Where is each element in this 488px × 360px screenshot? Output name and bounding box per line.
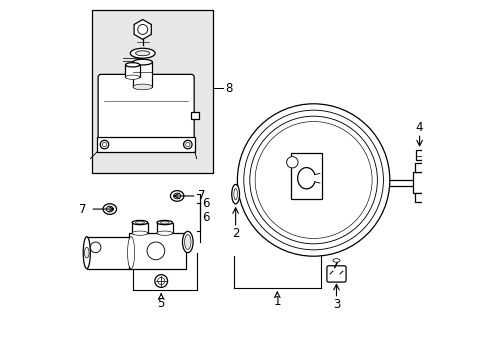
Bar	[412, 172, 428, 193]
Bar	[133, 62, 152, 87]
FancyBboxPatch shape	[326, 266, 346, 282]
Text: 7: 7	[198, 189, 205, 202]
Circle shape	[155, 275, 167, 287]
Bar	[125, 65, 140, 77]
Bar	[415, 150, 423, 160]
Ellipse shape	[332, 259, 339, 262]
Ellipse shape	[135, 51, 149, 56]
Circle shape	[237, 104, 389, 256]
Bar	[414, 193, 423, 202]
Circle shape	[183, 140, 192, 149]
Bar	[191, 112, 199, 120]
Ellipse shape	[103, 204, 116, 215]
Ellipse shape	[135, 221, 144, 224]
Ellipse shape	[182, 231, 193, 253]
Ellipse shape	[173, 193, 181, 199]
Text: 8: 8	[224, 82, 232, 95]
Text: 7: 7	[79, 203, 86, 216]
Ellipse shape	[231, 184, 239, 204]
Text: 1: 1	[273, 295, 281, 308]
Ellipse shape	[130, 48, 155, 58]
Bar	[86, 237, 131, 269]
Circle shape	[138, 24, 147, 35]
Circle shape	[90, 242, 101, 253]
Bar	[414, 163, 423, 172]
Ellipse shape	[132, 220, 147, 225]
Circle shape	[255, 122, 371, 238]
Ellipse shape	[160, 221, 169, 224]
Ellipse shape	[106, 206, 113, 212]
Polygon shape	[134, 19, 151, 39]
Ellipse shape	[157, 220, 172, 225]
Ellipse shape	[170, 191, 183, 201]
Ellipse shape	[125, 75, 140, 79]
Ellipse shape	[127, 237, 134, 269]
Text: 5: 5	[157, 297, 164, 310]
FancyBboxPatch shape	[98, 75, 194, 140]
Polygon shape	[291, 153, 322, 199]
Text: 6: 6	[202, 197, 209, 211]
Bar	[157, 222, 172, 233]
Circle shape	[286, 157, 297, 168]
Circle shape	[157, 278, 164, 284]
Bar	[97, 138, 195, 152]
Circle shape	[102, 143, 106, 147]
Ellipse shape	[157, 231, 172, 235]
Ellipse shape	[233, 189, 237, 200]
Text: 4: 4	[415, 121, 423, 134]
Ellipse shape	[132, 231, 147, 235]
Bar	[132, 222, 147, 233]
Text: 3: 3	[332, 298, 340, 311]
Ellipse shape	[133, 84, 152, 90]
Circle shape	[185, 143, 189, 147]
Bar	[129, 233, 185, 269]
Circle shape	[147, 242, 164, 260]
Ellipse shape	[184, 235, 191, 249]
Text: 6: 6	[202, 211, 209, 224]
Ellipse shape	[84, 247, 89, 258]
Bar	[92, 10, 212, 173]
Ellipse shape	[83, 237, 90, 269]
Ellipse shape	[133, 59, 152, 65]
Text: 2: 2	[231, 227, 239, 240]
Circle shape	[100, 140, 108, 149]
Ellipse shape	[125, 63, 140, 67]
